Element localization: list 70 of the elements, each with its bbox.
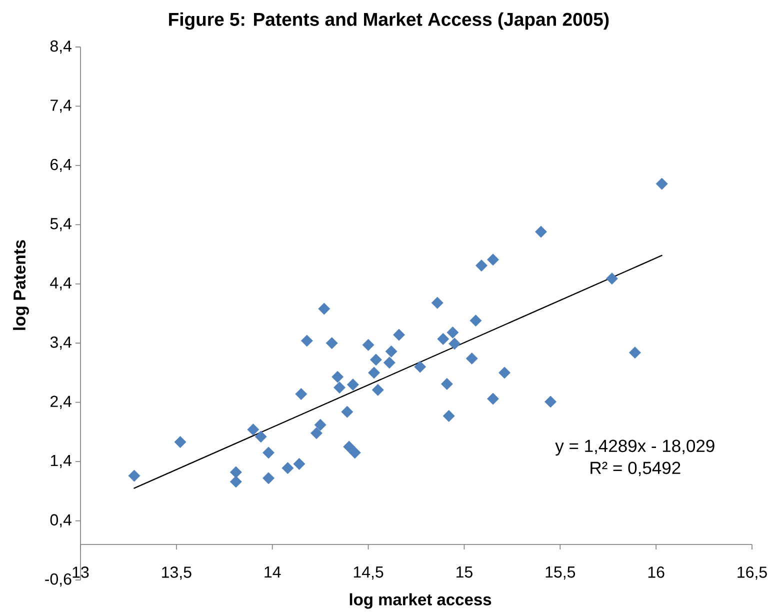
point: [414, 360, 426, 373]
point: [442, 410, 455, 422]
y-tick-label: 4,4: [50, 277, 72, 290]
point: [487, 392, 499, 405]
point: [534, 226, 547, 238]
point: [314, 418, 326, 431]
point: [295, 388, 308, 400]
x-tick-label: 14,5: [354, 566, 384, 580]
point: [656, 178, 668, 190]
point: [341, 406, 354, 418]
point: [230, 476, 242, 488]
y-tick-label: 5,4: [50, 218, 72, 232]
point: [254, 430, 267, 443]
annotation: y = 1,4289x - 18,029: [555, 440, 714, 456]
point: [385, 345, 398, 358]
point: [370, 354, 382, 366]
point: [372, 384, 384, 396]
point: [487, 254, 499, 266]
x-axis-title: log market access: [350, 593, 492, 609]
x-tick-label: 14: [264, 566, 281, 578]
point: [262, 446, 275, 459]
point: [544, 396, 557, 408]
point: [128, 470, 140, 482]
y-tick-label: 6,4: [50, 158, 72, 172]
point: [470, 314, 482, 327]
point: [362, 338, 374, 351]
point: [466, 352, 478, 365]
point: [310, 427, 322, 440]
point: [628, 346, 641, 359]
point: [348, 446, 361, 459]
y-tick-label: -0,6: [45, 573, 72, 587]
y-tick-label: 8,4: [50, 40, 72, 54]
y-tick-label: 0,4: [50, 514, 72, 528]
point: [383, 356, 396, 369]
point: [230, 466, 242, 478]
x-tick-label: 13,5: [162, 566, 192, 580]
point: [334, 382, 346, 394]
point: [262, 472, 275, 484]
point: [318, 302, 330, 315]
point: [293, 458, 306, 470]
x-tick-label: 16,5: [738, 566, 767, 580]
point: [392, 328, 405, 341]
point: [343, 440, 356, 453]
point: [326, 337, 338, 350]
point: [247, 424, 260, 436]
point: [475, 260, 488, 272]
y-axis-title: log Patents: [13, 240, 29, 330]
point: [446, 326, 459, 338]
x-tick-label: 15,5: [546, 566, 576, 580]
point: [606, 272, 618, 285]
x-tick-label: 16: [648, 566, 664, 578]
point: [300, 334, 313, 347]
point: [437, 332, 450, 345]
point: [174, 436, 186, 448]
point: [448, 338, 461, 350]
point: [498, 366, 511, 379]
point: [431, 296, 444, 309]
chart-title: Figure 5: Patents and Market Access (Japan 2005): [169, 12, 609, 30]
annotation: R² = 0,5492: [590, 462, 680, 476]
y-tick-label: 1,4: [50, 455, 72, 468]
point: [368, 366, 380, 379]
point: [332, 370, 344, 383]
x-tick-label: 15: [456, 566, 472, 578]
y-tick-label: 2,4: [50, 396, 72, 409]
point: [346, 378, 359, 391]
y-tick-label: 7,4: [50, 100, 72, 113]
y-tick-label: 3,4: [50, 336, 72, 350]
x-tick-label: 13: [72, 566, 89, 578]
point: [440, 378, 453, 390]
point: [282, 462, 294, 474]
